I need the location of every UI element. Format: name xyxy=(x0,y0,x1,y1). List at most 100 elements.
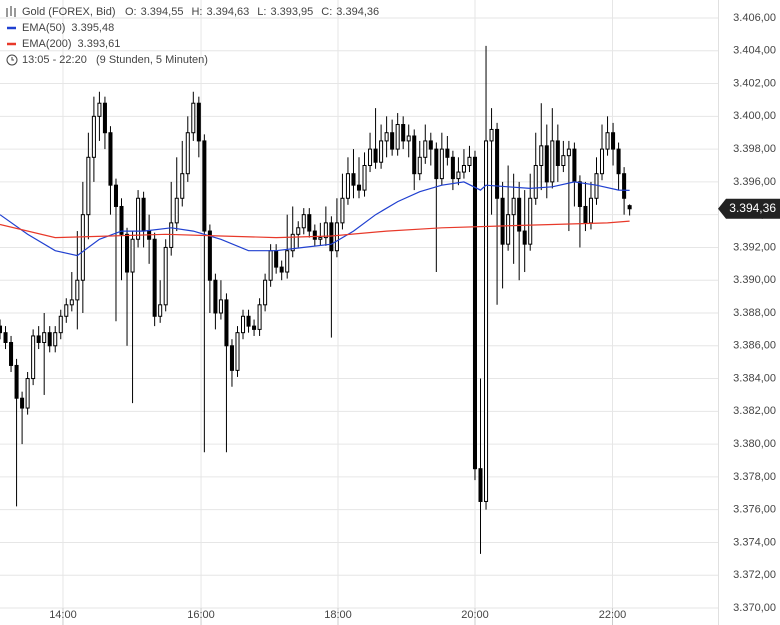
candle-body xyxy=(53,332,58,347)
candle-body xyxy=(329,222,334,252)
clock-hands xyxy=(11,57,14,61)
candle-body xyxy=(285,250,290,273)
candle-body xyxy=(235,332,240,371)
candle-body xyxy=(202,140,207,232)
candle-body xyxy=(58,315,63,334)
y-tick-label: 3.400,00 xyxy=(733,110,776,122)
candle-body xyxy=(119,205,124,235)
candle-body xyxy=(334,222,339,252)
candle-body xyxy=(605,132,610,150)
candle-body xyxy=(428,140,433,150)
candle-body xyxy=(406,135,411,142)
candle-body xyxy=(461,165,466,173)
candle-body xyxy=(561,155,566,167)
candle-body xyxy=(379,140,384,163)
candle-body xyxy=(528,197,533,245)
candle-body xyxy=(207,230,212,281)
legend-value: 3.393,61 xyxy=(78,38,121,50)
candle-body xyxy=(506,214,511,245)
candle-body xyxy=(108,132,113,186)
candle-body xyxy=(611,132,616,150)
candle-body xyxy=(467,156,472,167)
candle-body xyxy=(296,227,301,235)
candle-body xyxy=(539,145,544,166)
candle-body xyxy=(351,173,356,186)
candle-body xyxy=(158,304,163,317)
candle-body xyxy=(384,132,389,142)
x-tick-label: 18:00 xyxy=(324,609,352,621)
chart-title: Gold (FOREX, Bid) xyxy=(22,6,116,18)
candle-body xyxy=(163,246,168,306)
candle-body xyxy=(246,315,251,327)
y-tick-label: 3.378,00 xyxy=(733,471,776,483)
quote-value: 3.394,36 xyxy=(336,6,379,18)
x-tick-label: 14:00 xyxy=(49,609,77,621)
candle-body xyxy=(356,184,362,191)
candle-body xyxy=(47,332,52,347)
candle-body xyxy=(102,102,107,134)
candle-body xyxy=(395,124,400,150)
candle-body xyxy=(130,238,135,273)
ema-line xyxy=(0,220,630,239)
quote-key: O: xyxy=(125,6,137,18)
time-range: 13:05 - 22:20 xyxy=(22,54,87,66)
candle-body xyxy=(3,332,8,343)
candle-body xyxy=(345,173,350,199)
candle-body xyxy=(489,128,494,142)
y-tick-label: 3.374,00 xyxy=(733,536,776,548)
candle-body xyxy=(185,132,190,175)
candle-body xyxy=(522,230,527,245)
candle-body xyxy=(588,197,593,224)
candle-body xyxy=(218,299,223,314)
candle-body xyxy=(577,181,582,207)
y-tick-label: 3.396,00 xyxy=(733,176,776,188)
candle-body xyxy=(307,214,312,232)
candle-body xyxy=(500,197,505,245)
quote-key: L: xyxy=(257,6,266,18)
legend-name: EMA(50) xyxy=(22,22,65,34)
candle-body xyxy=(622,173,627,199)
y-tick-label: 3.372,00 xyxy=(733,569,776,581)
candle-body xyxy=(616,148,621,175)
candle-body xyxy=(290,233,295,252)
candle-body xyxy=(31,335,36,380)
chart-icon xyxy=(6,6,16,17)
candle-body xyxy=(113,184,119,207)
candle-body xyxy=(86,156,91,216)
y-tick-label: 3.370,00 xyxy=(733,602,776,614)
candle-body xyxy=(544,145,549,183)
candle-body xyxy=(390,132,395,150)
candle-body xyxy=(125,233,130,273)
y-tick-label: 3.376,00 xyxy=(733,504,776,516)
candle-body xyxy=(174,197,179,224)
candle-body xyxy=(213,279,218,314)
candle-body xyxy=(69,299,74,306)
candle-body xyxy=(301,214,306,229)
candle-body xyxy=(141,197,146,232)
candle-body xyxy=(511,197,516,216)
candle-body xyxy=(240,315,246,334)
candle-body xyxy=(572,148,577,183)
candle-body xyxy=(252,325,257,330)
quote-value: 3.394,55 xyxy=(141,6,184,18)
candle-body xyxy=(401,124,406,142)
y-tick-label: 3.390,00 xyxy=(733,274,776,286)
candle-body xyxy=(550,140,555,183)
candle-body xyxy=(368,148,373,167)
candle-body xyxy=(229,345,234,371)
y-tick-label: 3.382,00 xyxy=(733,405,776,417)
y-tick-label: 3.402,00 xyxy=(733,77,776,89)
price-tag-label: 3.394,36 xyxy=(729,201,776,215)
candle-body xyxy=(323,222,328,239)
candle-body xyxy=(224,299,229,347)
quote-value: 3.393,95 xyxy=(270,6,313,18)
quote-key: H: xyxy=(191,6,202,18)
candle-body xyxy=(412,135,417,175)
candle-body xyxy=(14,364,19,399)
candle-body xyxy=(362,165,367,191)
candle-body xyxy=(20,397,25,409)
legend-value: 3.395,48 xyxy=(71,22,114,34)
candle-body xyxy=(91,115,96,158)
candle-body xyxy=(191,102,196,134)
